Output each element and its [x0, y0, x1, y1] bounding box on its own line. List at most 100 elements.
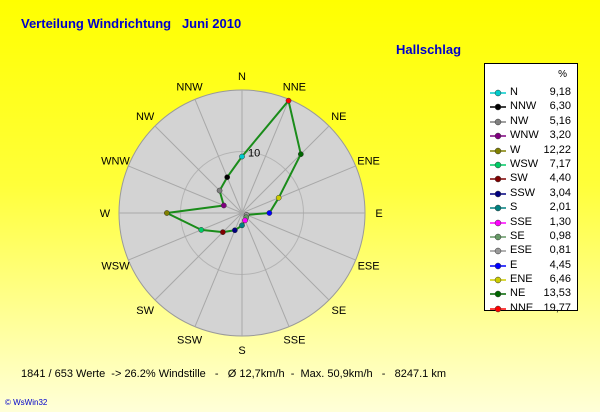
- legend-value: 1,30: [549, 215, 571, 228]
- rose-spoke-wsw: [128, 212, 243, 261]
- legend-value: 3,20: [549, 129, 571, 142]
- legend-direction: ENE: [510, 273, 533, 286]
- legend-direction: WSW: [510, 157, 539, 170]
- legend-marker-icon: [490, 204, 506, 212]
- data-point-ssw: [231, 227, 238, 234]
- legend-marker-icon: [490, 233, 506, 241]
- station-name: Hallschlag: [396, 42, 462, 57]
- data-point-ne: [297, 151, 304, 158]
- rose-spoke-ese: [241, 212, 356, 261]
- legend-value: 5,16: [549, 114, 571, 127]
- legend-item: ENE 6,46: [485, 273, 577, 287]
- legend-item: NW 5,16: [485, 115, 577, 129]
- data-point-nnw: [224, 174, 231, 181]
- legend-value: 19,77: [543, 301, 571, 314]
- direction-label-s: S: [238, 345, 245, 357]
- data-point-wnw: [220, 202, 227, 209]
- direction-label-e: E: [375, 208, 382, 220]
- legend-value: 7,17: [549, 157, 571, 170]
- direction-label-nne: NNE: [283, 81, 306, 93]
- legend-marker-icon: [490, 147, 506, 154]
- rose-spoke-ene: [241, 165, 356, 214]
- data-point-nw: [216, 187, 223, 194]
- legend-item: WNW 3,20: [485, 129, 577, 143]
- legend-item: S 2,01: [485, 201, 577, 215]
- direction-label-wsw: WSW: [101, 260, 130, 272]
- legend-direction: SSE: [510, 215, 533, 228]
- legend-direction: SSW: [510, 186, 536, 199]
- chart-title: Verteilung Windrichtung Juni 2010: [21, 16, 242, 31]
- direction-label-sse: SSE: [283, 335, 305, 347]
- legend-marker-icon: [490, 291, 506, 298]
- legend-direction: NNE: [510, 301, 534, 314]
- legend-marker-icon: [490, 276, 506, 284]
- legend-value: 0,98: [549, 229, 571, 242]
- rose-spoke-ne: [241, 125, 330, 214]
- legend-marker-icon: [490, 118, 506, 126]
- rose-spoke-nnw: [194, 99, 243, 214]
- legend-marker-icon: [490, 161, 506, 169]
- data-point-n: [239, 153, 245, 160]
- legend-direction: WNW: [510, 129, 539, 142]
- legend-direction: SW: [510, 172, 528, 185]
- direction-label-ene: ENE: [357, 156, 380, 168]
- legend-item: SSE 1,30: [485, 216, 577, 230]
- legend-item: NE 13,53: [485, 287, 577, 301]
- direction-label-nnw: NNW: [176, 81, 203, 93]
- legend-marker-icon: [490, 176, 506, 183]
- data-point-nne: [285, 97, 292, 104]
- legend-value: 13,53: [543, 287, 571, 300]
- rose-spoke-sse: [241, 212, 290, 327]
- data-point-sse: [242, 217, 248, 224]
- direction-label-sw: SW: [136, 305, 154, 317]
- legend-direction: NE: [510, 287, 526, 300]
- legend-item: SW 4,40: [485, 172, 577, 186]
- legend-direction: S: [510, 201, 518, 214]
- legend-value: 3,04: [549, 186, 571, 199]
- rose-spoke-sw: [154, 212, 243, 301]
- legend-value: 6,46: [549, 273, 571, 286]
- legend-item: N 9,18: [485, 86, 577, 100]
- legend-item: E 4,45: [485, 259, 577, 273]
- data-point-e: [266, 210, 273, 216]
- direction-label-n: N: [238, 71, 246, 83]
- legend-value: 0,81: [549, 244, 571, 257]
- statistics-footer: 1841 / 653 Werte -> 26.2% Windstille - Ø…: [21, 368, 447, 380]
- legend-unit: %: [558, 69, 567, 80]
- legend-marker-icon: [490, 262, 506, 269]
- legend-direction: W: [510, 143, 521, 156]
- data-point-wsw: [198, 227, 205, 233]
- data-point-w: [163, 210, 170, 216]
- legend-marker-icon: [490, 305, 506, 313]
- legend-direction: NNW: [510, 100, 537, 113]
- data-point-s: [239, 222, 245, 229]
- legend-direction: ESE: [510, 244, 533, 257]
- legend-marker-icon: [490, 248, 506, 255]
- data-point-ene: [275, 194, 282, 201]
- legend-direction: E: [510, 258, 518, 271]
- rose-spoke-se: [241, 212, 330, 301]
- rose-spoke-nw: [154, 125, 243, 214]
- legend-item: W 12,22: [485, 144, 577, 158]
- legend-marker-icon: [490, 132, 506, 140]
- legend-item: NNE 19,77: [485, 302, 577, 316]
- rose-spoke-nne: [241, 99, 290, 214]
- legend-item: WSW 7,17: [485, 158, 577, 172]
- legend-rows: N 9,18 NNW 6,30 NW 5,16 WNW 3,20 W 12,22 WSW 7,17 SW…: [485, 86, 577, 316]
- direction-label-nw: NW: [136, 111, 155, 123]
- legend-value: 4,40: [549, 172, 571, 185]
- direction-label-se: SE: [332, 305, 347, 317]
- legend-value: 12,22: [543, 143, 571, 156]
- legend-item: SSW 3,04: [485, 187, 577, 201]
- direction-label-ne: NE: [331, 111, 346, 123]
- legend-value: 4,45: [549, 258, 571, 271]
- software-credit: © WsWin32: [5, 398, 48, 407]
- ring-label: 10: [248, 148, 260, 160]
- direction-label-w: W: [100, 208, 111, 220]
- legend-marker-icon: [490, 89, 506, 97]
- legend-direction: SE: [510, 229, 525, 242]
- legend-item: NNW 6,30: [485, 100, 577, 114]
- data-point-sw: [220, 229, 226, 235]
- legend-item: SE 0,98: [485, 230, 577, 244]
